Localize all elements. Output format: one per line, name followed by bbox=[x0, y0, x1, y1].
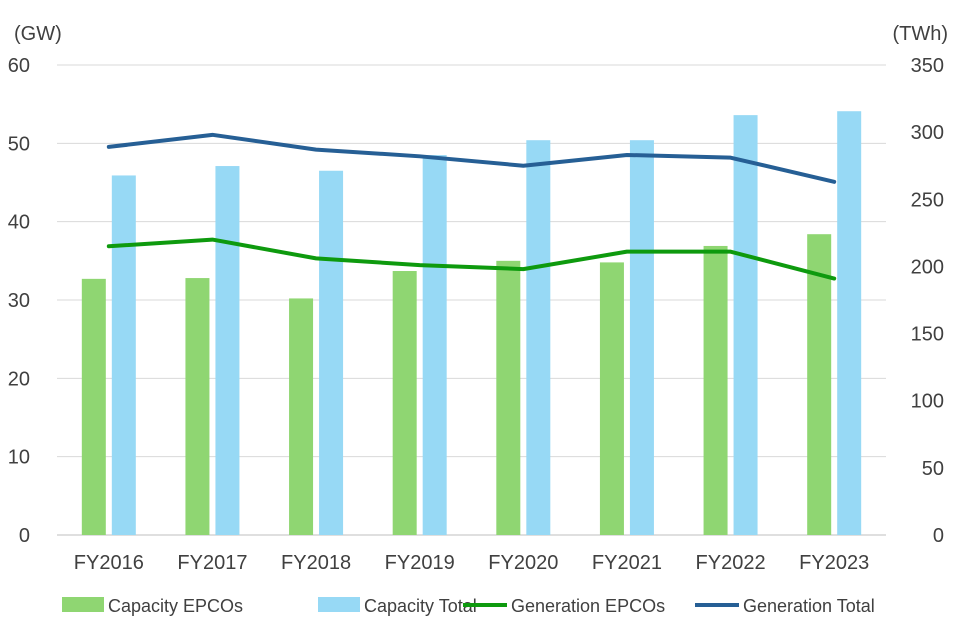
right-tick-label: 150 bbox=[911, 324, 944, 346]
x-tick-label: FY2021 bbox=[592, 552, 662, 574]
x-tick-label: FY2020 bbox=[488, 552, 558, 574]
bar-capacity-total bbox=[422, 155, 447, 536]
x-tick-label: FY2022 bbox=[696, 552, 766, 574]
x-tick-label: FY2016 bbox=[74, 552, 144, 574]
legend-swatch-capacity-epcos bbox=[62, 597, 104, 612]
bar-capacity-total bbox=[837, 111, 862, 535]
bar-capacity-epcos bbox=[496, 260, 521, 535]
bar-capacity-epcos bbox=[289, 298, 314, 535]
line-generation-epcos bbox=[106, 237, 837, 281]
legend-label-capacity-total: Capacity Total bbox=[364, 596, 477, 616]
left-tick-label: 50 bbox=[8, 133, 30, 155]
lines bbox=[106, 132, 837, 281]
bar-capacity-total bbox=[319, 170, 344, 535]
bars bbox=[81, 111, 862, 536]
x-tick-label: FY2017 bbox=[177, 552, 247, 574]
left-axis-unit: (GW) bbox=[14, 23, 62, 45]
right-tick-label: 350 bbox=[911, 55, 944, 77]
bar-capacity-total bbox=[733, 115, 758, 535]
x-tick-label: FY2019 bbox=[385, 552, 455, 574]
bar-capacity-total bbox=[629, 140, 654, 535]
left-tick-label: 40 bbox=[8, 212, 30, 234]
legend-label-generation-total: Generation Total bbox=[743, 596, 875, 616]
right-tick-label: 300 bbox=[911, 122, 944, 144]
bar-capacity-total bbox=[111, 175, 136, 535]
right-tick-label: 50 bbox=[922, 458, 944, 480]
legend-swatch-capacity-total bbox=[318, 597, 360, 612]
left-tick-label: 20 bbox=[8, 368, 30, 390]
right-tick-label: 200 bbox=[911, 256, 944, 278]
gridlines bbox=[57, 64, 886, 536]
x-tick-label: FY2023 bbox=[799, 552, 869, 574]
left-tick-label: 30 bbox=[8, 290, 30, 312]
axes: (GW) (TWh) bbox=[14, 23, 948, 45]
legend-label-generation-epcos: Generation EPCOs bbox=[511, 596, 665, 616]
right-tick-label: 250 bbox=[911, 189, 944, 211]
legend: Capacity EPCOs Capacity Total Generation E… bbox=[62, 596, 875, 616]
bar-capacity-epcos bbox=[392, 271, 417, 535]
bar-capacity-epcos bbox=[185, 278, 210, 535]
left-tick-label: 60 bbox=[8, 55, 30, 77]
tick-labels: 0 10 20 30 40 50 60 0 50 100 150 200 250 300 350 FY2016… bbox=[8, 55, 944, 574]
line-generation-total bbox=[106, 132, 837, 184]
bar-capacity-total bbox=[215, 166, 240, 536]
bar-capacity-total bbox=[526, 140, 551, 535]
x-tick-label: FY2018 bbox=[281, 552, 351, 574]
bar-capacity-epcos bbox=[599, 262, 624, 535]
bar-capacity-epcos bbox=[807, 234, 832, 535]
left-tick-label: 0 bbox=[19, 525, 30, 547]
bar-capacity-epcos bbox=[703, 245, 728, 535]
right-tick-label: 100 bbox=[911, 391, 944, 413]
right-tick-label: 0 bbox=[933, 525, 944, 547]
right-axis-unit: (TWh) bbox=[892, 23, 948, 45]
left-tick-label: 10 bbox=[8, 447, 30, 469]
bar-capacity-epcos bbox=[81, 278, 106, 535]
legend-label-capacity-epcos: Capacity EPCOs bbox=[108, 596, 243, 616]
